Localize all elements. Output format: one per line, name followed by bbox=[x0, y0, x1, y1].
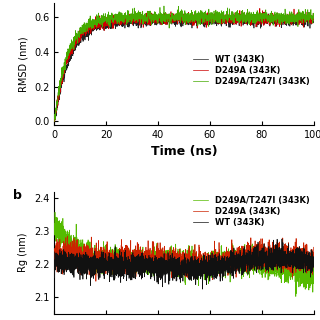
Line: D249A (343K): D249A (343K) bbox=[54, 236, 314, 281]
WT (343K) bbox=[312, 20, 316, 24]
D249A (343K) bbox=[307, 256, 311, 260]
Text: b: b bbox=[13, 189, 22, 203]
D249A/T247I (343K) bbox=[307, 276, 311, 280]
WT (343K) bbox=[163, 263, 167, 267]
D249A/T247I (343K) bbox=[66, 55, 69, 59]
D249A/T247I (343K) bbox=[304, 13, 308, 17]
D249A (343K) bbox=[312, 18, 316, 21]
Line: WT (343K): WT (343K) bbox=[54, 12, 314, 121]
WT (343K) bbox=[52, 118, 56, 122]
Y-axis label: Rg (nm): Rg (nm) bbox=[19, 233, 28, 273]
D249A/T247I (343K) bbox=[279, 269, 283, 273]
WT (343K) bbox=[279, 249, 283, 253]
D249A (343K) bbox=[66, 234, 69, 238]
D249A (343K) bbox=[52, 115, 56, 119]
WT (343K) bbox=[280, 237, 284, 241]
D249A/T247I (343K) bbox=[304, 14, 308, 18]
WT (343K) bbox=[66, 63, 70, 67]
D249A/T247I (343K) bbox=[98, 253, 101, 257]
WT (343K) bbox=[262, 10, 266, 14]
D249A/T247I (343K) bbox=[312, 14, 316, 18]
D249A (343K) bbox=[82, 255, 86, 259]
D249A (343K) bbox=[179, 20, 182, 24]
WT (343K) bbox=[312, 254, 316, 258]
WT (343K) bbox=[152, 264, 156, 268]
D249A (343K) bbox=[66, 61, 70, 65]
D249A (343K) bbox=[312, 245, 316, 249]
D249A (343K) bbox=[52, 254, 56, 258]
D249A/T247I (343K) bbox=[172, 16, 176, 20]
Y-axis label: RMSD (nm): RMSD (nm) bbox=[19, 36, 28, 92]
Line: D249A (343K): D249A (343K) bbox=[54, 8, 314, 122]
WT (343K) bbox=[172, 16, 176, 20]
D249A (343K) bbox=[152, 263, 156, 267]
Line: WT (343K): WT (343K) bbox=[54, 239, 314, 289]
D249A (343K) bbox=[257, 19, 260, 23]
D249A/T247I (343K) bbox=[294, 294, 298, 298]
D249A (343K) bbox=[258, 6, 262, 10]
WT (343K) bbox=[179, 20, 182, 24]
D249A/T247I (343K) bbox=[52, 120, 56, 124]
WT (343K) bbox=[82, 270, 86, 274]
D249A/T247I (343K) bbox=[152, 260, 156, 263]
D249A/T247I (343K) bbox=[53, 210, 57, 214]
WT (343K) bbox=[201, 287, 204, 291]
D249A/T247I (343K) bbox=[162, 4, 166, 8]
D249A (343K) bbox=[279, 254, 283, 258]
D249A/T247I (343K) bbox=[82, 247, 86, 251]
D249A/T247I (343K) bbox=[52, 225, 56, 228]
WT (343K) bbox=[257, 19, 260, 23]
Line: D249A/T247I (343K): D249A/T247I (343K) bbox=[54, 212, 314, 296]
D249A/T247I (343K) bbox=[312, 280, 316, 284]
D249A/T247I (343K) bbox=[163, 266, 167, 270]
D249A (343K) bbox=[98, 257, 101, 261]
WT (343K) bbox=[304, 20, 308, 23]
D249A (343K) bbox=[172, 15, 176, 19]
X-axis label: Time (ns): Time (ns) bbox=[151, 145, 217, 158]
Legend: WT (343K), D249A (343K), D249A/T247I (343K): WT (343K), D249A (343K), D249A/T247I (34… bbox=[193, 55, 309, 86]
Legend: D249A/T247I (343K), D249A (343K), WT (343K): D249A/T247I (343K), D249A (343K), WT (34… bbox=[193, 196, 309, 227]
D249A (343K) bbox=[94, 279, 98, 283]
WT (343K) bbox=[52, 119, 56, 123]
D249A (343K) bbox=[52, 120, 56, 124]
WT (343K) bbox=[97, 267, 101, 271]
WT (343K) bbox=[52, 250, 56, 254]
Line: D249A/T247I (343K): D249A/T247I (343K) bbox=[54, 6, 314, 122]
D249A (343K) bbox=[304, 20, 308, 23]
WT (343K) bbox=[307, 251, 311, 255]
D249A (343K) bbox=[304, 16, 308, 20]
WT (343K) bbox=[304, 18, 308, 22]
D249A/T247I (343K) bbox=[179, 20, 182, 24]
D249A (343K) bbox=[163, 254, 167, 258]
D249A/T247I (343K) bbox=[257, 16, 260, 20]
